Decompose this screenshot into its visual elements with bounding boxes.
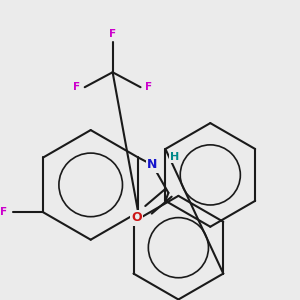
Text: H: H — [170, 152, 179, 162]
Text: N: N — [147, 158, 158, 172]
Text: F: F — [0, 207, 7, 217]
Text: O: O — [131, 211, 142, 224]
Text: F: F — [109, 29, 116, 39]
Text: F: F — [73, 82, 80, 92]
Text: F: F — [145, 82, 152, 92]
